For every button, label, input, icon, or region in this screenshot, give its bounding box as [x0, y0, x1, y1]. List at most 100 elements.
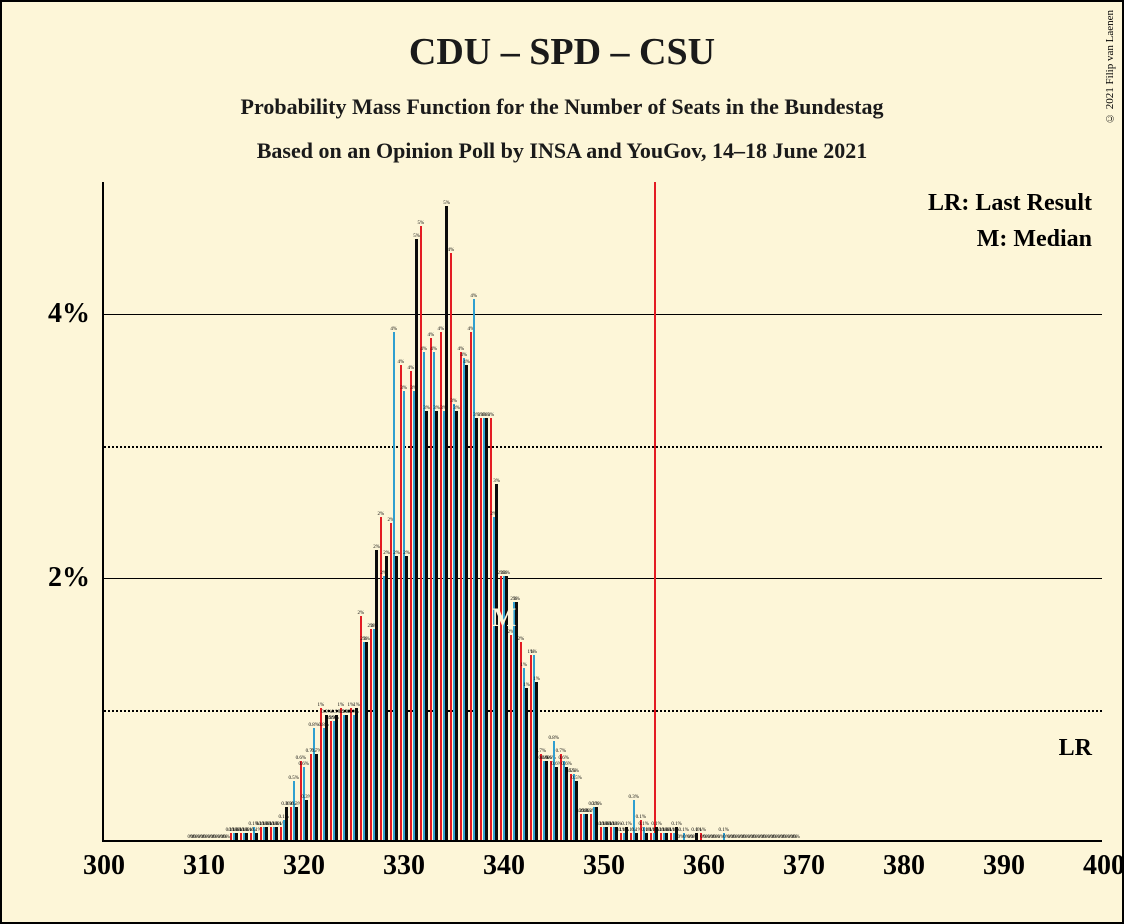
bar-black: 3%	[455, 411, 457, 840]
bar-value-label: 4%	[458, 347, 465, 352]
bar-black: 0.3%	[285, 807, 287, 840]
bar-value-label: 0.1%	[639, 822, 649, 827]
y-axis-label: 4%	[48, 298, 104, 330]
bar-black: 5%	[445, 206, 447, 840]
bar-black: 0.1%	[265, 827, 267, 840]
x-axis-label: 370	[783, 840, 825, 882]
legend-lr-side: LR	[1059, 735, 1092, 762]
x-axis-label: 340	[483, 840, 525, 882]
bar-black: 2%	[395, 556, 397, 840]
x-axis-label: 330	[383, 840, 425, 882]
bar-black: 1%	[355, 708, 357, 840]
bar-value-label: 4%	[460, 353, 467, 358]
bar-value-label: 0.1%	[636, 815, 646, 820]
bar-value-label: 3%	[450, 399, 457, 404]
bar-value-label: 0.6%	[296, 756, 306, 761]
bar-black: 3%	[475, 418, 477, 840]
bar-value-label: 0.6%	[561, 762, 571, 767]
bar-value-label: 0.3%	[629, 795, 639, 800]
bar-black: 0.1%	[645, 833, 647, 840]
bar-value-label: 4%	[408, 366, 415, 371]
x-axis-label: 300	[83, 840, 125, 882]
bar-value-label: 1%	[530, 650, 537, 655]
bar-black: 0.7%	[315, 754, 317, 840]
bar-black: 0.1%	[255, 833, 257, 840]
y-axis-label: 2%	[48, 562, 104, 594]
x-axis-label: 390	[983, 840, 1025, 882]
bar-value-label: 3%	[400, 386, 407, 391]
bar-value-label: 4%	[390, 327, 397, 332]
bar-black: 0.1%	[665, 833, 667, 840]
copyright-label: © 2021 Filip van Laenen	[1104, 10, 1116, 124]
bar-value-label: 5%	[418, 221, 425, 226]
bar-black: 3%	[485, 418, 487, 840]
bar-black: 0.1%	[635, 833, 637, 840]
gridline-minor	[104, 710, 1102, 712]
bar-value-label: 0.7%	[536, 749, 546, 754]
x-axis-label: 320	[283, 840, 325, 882]
bar-value-label: 1%	[338, 703, 345, 708]
bar-value-label: 4%	[428, 333, 435, 338]
bar-value-label: 4%	[398, 360, 405, 365]
chart-title: CDU – SPD – CSU	[2, 30, 1122, 74]
bar-value-label: 2%	[378, 512, 385, 517]
x-axis-label: 310	[183, 840, 225, 882]
bar-black: 0.9%	[335, 715, 337, 840]
bar-black: 0.6%	[565, 767, 567, 840]
bar-black: 0.6%	[545, 761, 547, 840]
bar-black: 2%	[375, 550, 377, 840]
bar-value-label: 0.5%	[569, 769, 579, 774]
bar-value-label: 0.1%	[611, 822, 621, 827]
bar-value-label: 0.9%	[321, 710, 331, 715]
x-axis-label: 350	[583, 840, 625, 882]
bar-value-label: 2%	[518, 637, 525, 642]
chart-subtitle-2: Based on an Opinion Poll by INSA and You…	[2, 138, 1122, 164]
bar-value-label: 0.5%	[571, 776, 581, 781]
bar-value-label: 3%	[493, 479, 500, 484]
bar-value-label: 0.3%	[591, 802, 601, 807]
bar-value-label: 4%	[420, 347, 427, 352]
bar-black: 0.6%	[555, 767, 557, 840]
bar-black: 0.1%	[245, 833, 247, 840]
bar-black: 0.1%	[275, 827, 277, 840]
last-result-line	[654, 182, 656, 840]
bar-value-label: 4%	[470, 294, 477, 299]
bar-black: 0.1%	[695, 833, 697, 840]
bar-value-label: 1%	[533, 677, 540, 682]
gridline-major	[104, 578, 1102, 579]
bar-value-label: 0.8%	[549, 736, 559, 741]
bar-value-label: 2%	[358, 611, 365, 616]
bar-black: 0.1%	[235, 833, 237, 840]
legend-median: M: Median	[977, 226, 1092, 253]
bar-value-label: 4%	[430, 347, 437, 352]
bar-black: 3%	[495, 484, 497, 840]
median-mark: M	[492, 603, 517, 633]
gridline-major	[104, 314, 1102, 315]
bar-value-label: 0.6%	[559, 756, 569, 761]
x-axis-label: 400	[1083, 840, 1124, 882]
bar-value-label: 0.7%	[556, 749, 566, 754]
bar-black: 3%	[435, 411, 437, 840]
bar-value-label: 0.1%	[651, 822, 661, 827]
bar-value-label: 5%	[443, 201, 450, 206]
bar-value-label: 0.1%	[679, 828, 689, 833]
legend-last-result: LR: Last Result	[928, 190, 1092, 217]
bar-value-label: 0.5%	[289, 776, 299, 781]
bar-black: 0.3%	[305, 800, 307, 840]
bar-black: 2%	[385, 556, 387, 840]
bar-value-label: 2%	[503, 571, 510, 576]
bar-value-label: 1%	[520, 663, 527, 668]
bar-value-label: 0%	[793, 835, 800, 840]
bar-black: 0.1%	[605, 827, 607, 840]
chart-subtitle-1: Probability Mass Function for the Number…	[2, 94, 1122, 120]
bar-value-label: 0.8%	[309, 723, 319, 728]
bar-value-label: 4%	[448, 248, 455, 253]
bar-black: 4%	[465, 365, 467, 840]
bar-value-label: 0.6%	[299, 762, 309, 767]
bar-black: 5%	[415, 239, 417, 840]
chart-plot-area: LR: Last Result M: Median LR 2%4%3003103…	[102, 182, 1102, 842]
x-axis-label: 380	[883, 840, 925, 882]
bar-value-label: 0.1%	[621, 822, 631, 827]
bar-black: 1%	[525, 688, 527, 840]
bar-black: 2%	[365, 642, 367, 840]
